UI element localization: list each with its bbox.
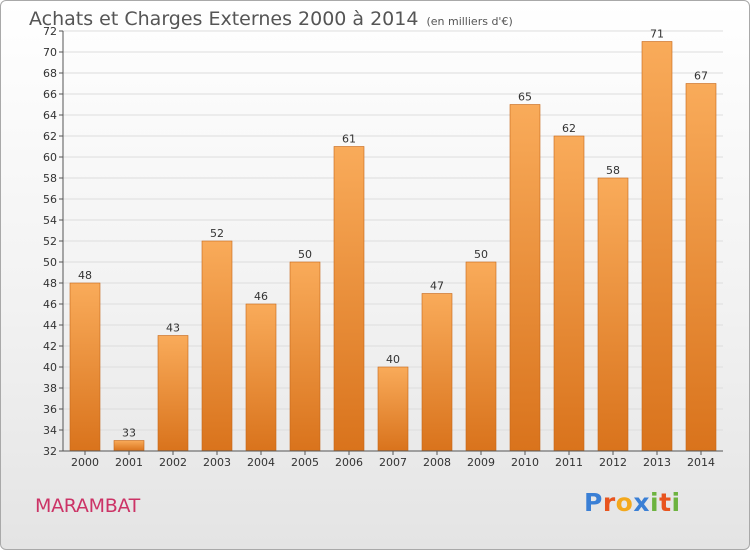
y-tick-label: 46 [43,298,57,311]
x-tick-label: 2006 [335,456,363,469]
data-label-2006: 61 [342,133,356,146]
y-tick-label: 40 [43,361,57,374]
logo-letter: r [602,488,616,517]
chart-title-text: Achats et Charges Externes 2000 à 2014 [29,8,419,30]
bar-2007 [377,366,409,452]
logo-letter: o [615,488,634,517]
data-label-2005: 50 [298,248,312,261]
data-label-2002: 43 [166,322,180,335]
bar-2013 [641,41,673,452]
x-tick-label: 2003 [203,456,231,469]
logo-letter: i [650,488,660,517]
bar-2014 [685,83,717,452]
y-tick-label: 42 [43,340,57,353]
y-tick-label: 68 [43,67,57,80]
y-tick-label: 70 [43,46,57,59]
bar-2005 [289,261,321,452]
y-tick-label: 44 [43,319,57,332]
bar-2004 [245,303,277,452]
chart-title: Achats et Charges Externes 2000 à 2014 (e… [29,8,513,30]
data-label-2008: 47 [430,280,444,293]
y-tick-label: 58 [43,172,57,185]
data-label-2001: 33 [122,427,136,440]
logo-letter: t [659,488,672,517]
logo-letter: P [584,488,603,517]
y-tick-label: 50 [43,256,57,269]
y-tick-label: 52 [43,235,57,248]
x-tick-label: 2008 [423,456,451,469]
data-label-2003: 52 [210,227,224,240]
y-tick-label: 32 [43,445,57,458]
bar-2009 [465,261,497,452]
bar-2001 [113,440,145,452]
proxiti-logo: Proxiti [584,488,681,517]
x-tick-label: 2014 [687,456,715,469]
data-label-2004: 46 [254,290,268,303]
data-label-2000: 48 [78,269,92,282]
y-tick-label: 36 [43,403,57,416]
logo-letter: i [671,488,681,517]
x-tick-label: 2009 [467,456,495,469]
x-tick-label: 2002 [159,456,187,469]
logo-letter: x [633,488,650,517]
x-tick-label: 2007 [379,456,407,469]
y-tick-label: 72 [43,25,57,38]
region-name: MARAMBAT [35,495,140,517]
data-label-2012: 58 [606,164,620,177]
x-tick-label: 2004 [247,456,275,469]
y-tick-label: 54 [43,214,57,227]
y-tick-label: 48 [43,277,57,290]
x-tick-label: 2010 [511,456,539,469]
y-tick-label: 56 [43,193,57,206]
y-tick-label: 34 [43,424,57,437]
x-tick-label: 2012 [599,456,627,469]
data-label-2007: 40 [386,353,400,366]
y-tick-label: 64 [43,109,57,122]
data-label-2010: 65 [518,91,532,104]
x-tick-label: 2005 [291,456,319,469]
bar-2012 [597,177,629,452]
bar-2000 [69,282,101,452]
x-tick-label: 2000 [71,456,99,469]
y-tick-label: 66 [43,88,57,101]
data-label-2013: 71 [650,28,664,41]
bar-2008 [421,293,453,452]
x-tick-label: 2001 [115,456,143,469]
x-tick-label: 2013 [643,456,671,469]
bars: 48 33 43 52 46 50 61 40 47 50 65 62 58 71 67 [69,28,717,452]
bar-2006 [333,146,365,452]
data-label-2009: 50 [474,248,488,261]
axes: 32 34 36 38 40 42 44 46 48 50 52 54 56 58 60 62 64 66 68 70… [43,25,723,469]
chart-subtitle: (en milliers d'€) [426,15,513,28]
bar-2011 [553,135,585,452]
y-tick-label: 38 [43,382,57,395]
data-label-2011: 62 [562,122,576,135]
bar-2003 [201,240,233,452]
y-tick-label: 60 [43,151,57,164]
x-tick-label: 2011 [555,456,583,469]
bar-2002 [157,335,189,452]
bar-2010 [509,104,541,452]
y-tick-label: 62 [43,130,57,143]
data-label-2014: 67 [694,70,708,83]
